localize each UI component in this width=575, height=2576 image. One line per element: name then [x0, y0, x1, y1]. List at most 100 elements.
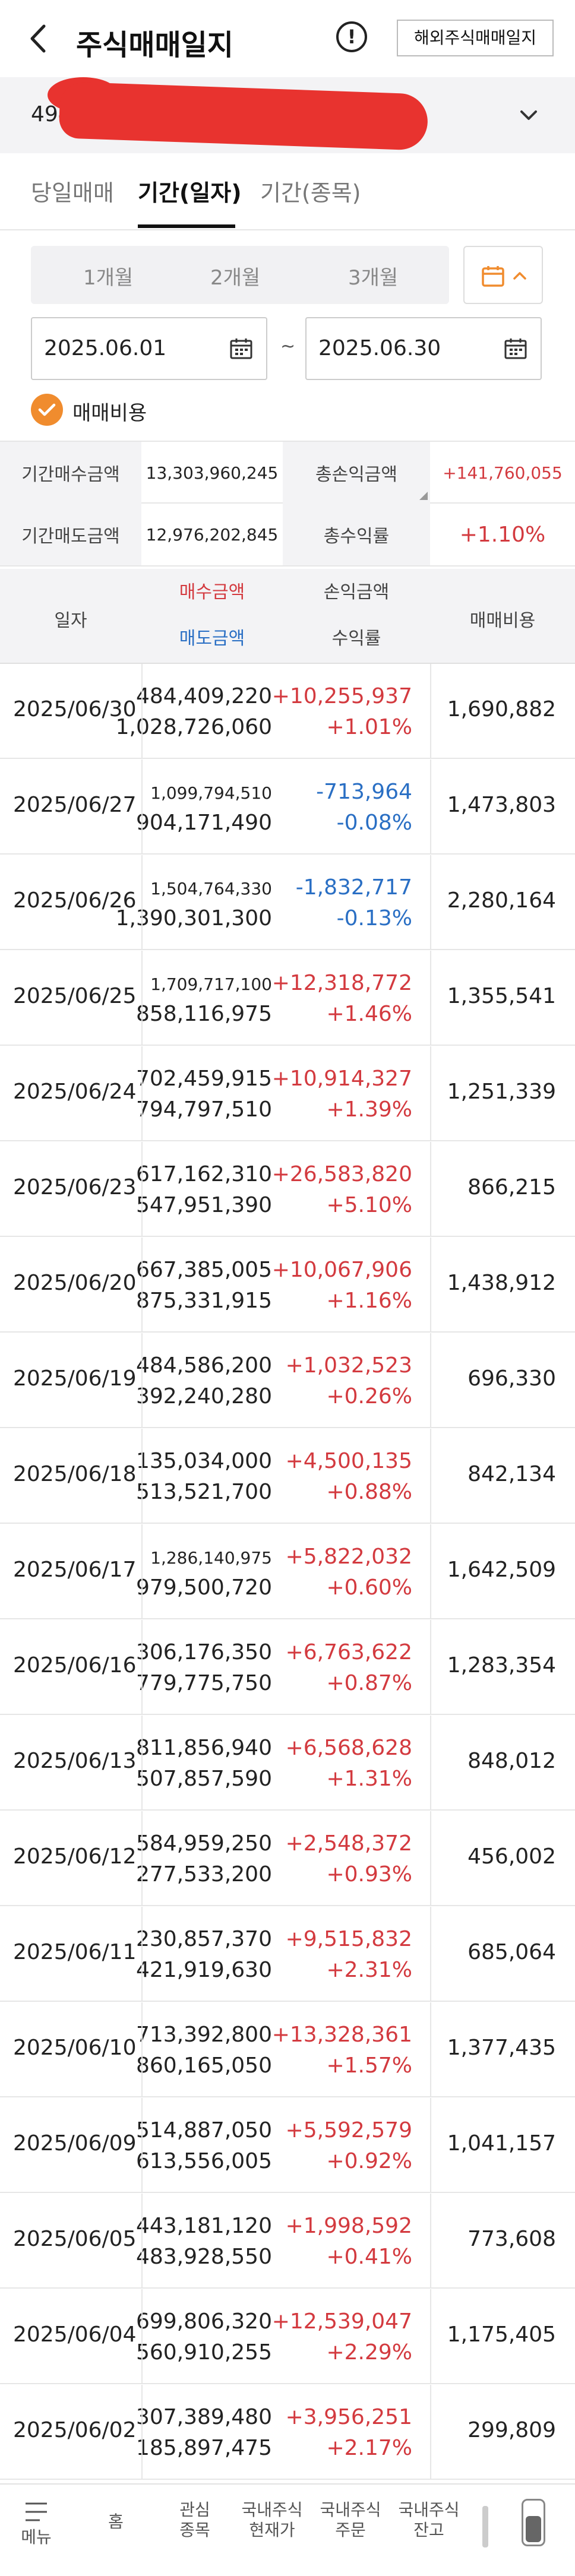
table-row[interactable]: 2025/06/17 1,286,140,975 979,500,720 +5,822… — [0, 1524, 575, 1619]
table-row[interactable]: 2025/06/24 702,459,915 794,797,510 +10,914,… — [0, 1046, 575, 1141]
table-header: 일자 매수금액 매도금액 손익금액 수익률 매매비용 — [0, 569, 575, 664]
column-divider — [430, 664, 431, 758]
row-buy-amount: 811,856,940 — [135, 1736, 272, 1760]
table-row[interactable]: 2025/06/20 667,385,005 875,331,915 +10,067,… — [0, 1238, 575, 1333]
chevron-down-icon[interactable] — [517, 103, 541, 127]
row-date: 2025/06/17 — [13, 1558, 137, 1582]
table-row[interactable]: 2025/06/12 584,959,250 277,533,200 +2,548,3… — [0, 1811, 575, 1906]
row-return-rate: +2.29% — [326, 2340, 412, 2365]
nav-domestic-quote[interactable]: 국내주식 현재가 — [241, 2500, 303, 2540]
column-divider — [141, 1333, 143, 1427]
row-return-rate: +0.87% — [326, 1671, 412, 1695]
calendar-icon — [230, 338, 252, 359]
tab-period-by-date[interactable]: 기간(일자) — [138, 180, 242, 206]
table-row[interactable]: 2025/06/18 135,034,000 513,521,700 +4,500,1… — [0, 1429, 575, 1524]
tab-period-by-stock[interactable]: 기간(종목) — [260, 180, 361, 206]
row-return-rate: +1.01% — [326, 715, 412, 739]
buy-total-value: 13,303,960,245 — [146, 463, 279, 483]
row-profit-loss: +1,032,523 — [285, 1353, 412, 1378]
row-fee: 1,690,882 — [447, 697, 556, 721]
end-date-value: 2025.06.30 — [318, 336, 441, 360]
column-fee: 매매비용 — [469, 610, 536, 631]
column-divider — [141, 664, 143, 758]
row-fee: 1,041,157 — [447, 2131, 556, 2156]
column-divider — [141, 1811, 143, 1905]
row-date: 2025/06/19 — [13, 1366, 137, 1391]
table-row[interactable]: 2025/06/19 484,586,200 392,240,280 +1,032,5… — [0, 1333, 575, 1428]
row-return-rate: -0.08% — [336, 811, 412, 835]
row-sell-amount: 1,028,726,060 — [115, 715, 272, 739]
period-3-months[interactable]: 3개월 — [348, 266, 399, 290]
column-sell: 매도금액 — [179, 628, 245, 649]
row-sell-amount: 483,928,550 — [135, 2245, 272, 2269]
row-sell-amount: 560,910,255 — [135, 2340, 272, 2365]
nav-menu[interactable]: 메뉴 — [15, 2496, 57, 2547]
calendar-toggle-button[interactable] — [463, 246, 543, 304]
column-pl: 손익금액 — [323, 582, 390, 603]
menu-icon — [26, 2502, 47, 2521]
column-divider — [141, 1429, 143, 1523]
column-divider — [430, 855, 431, 949]
overseas-trade-journal-button[interactable]: 해외주식매매일지 — [397, 20, 554, 56]
nav-domestic-balance[interactable]: 국내주식 잔고 — [398, 2500, 460, 2540]
end-date-field[interactable]: 2025.06.30 — [305, 317, 542, 380]
row-date: 2025/06/20 — [13, 1271, 137, 1295]
table-row[interactable]: 2025/06/16 306,176,350 779,775,750 +6,763,6… — [0, 1620, 575, 1715]
period-1-month[interactable]: 1개월 — [83, 266, 134, 290]
column-divider — [430, 1238, 431, 1331]
row-date: 2025/06/18 — [13, 1462, 137, 1486]
fee-checkbox[interactable] — [31, 394, 63, 426]
fee-checkbox-label[interactable]: 매매비용 — [72, 401, 147, 425]
table-row[interactable]: 2025/06/30 484,409,220 1,028,726,060 +10,25… — [0, 664, 575, 759]
info-icon[interactable]: ! — [336, 21, 367, 52]
period-2-months[interactable]: 2개월 — [210, 266, 261, 290]
column-date: 일자 — [54, 610, 87, 631]
back-arrow-icon[interactable] — [24, 18, 53, 59]
nav-home[interactable]: 홈 — [108, 2512, 124, 2531]
row-date: 2025/06/26 — [13, 888, 137, 913]
nav-watchlist[interactable]: 관심 종목 — [179, 2500, 210, 2540]
column-divider — [430, 2002, 431, 2096]
table-row[interactable]: 2025/06/27 1,099,794,510 904,171,490 -713,9… — [0, 759, 575, 855]
row-buy-amount: 1,504,764,330 — [150, 879, 272, 898]
scroll-handle-icon[interactable] — [522, 2499, 545, 2546]
row-buy-amount: 230,857,370 — [135, 1927, 272, 1951]
row-date: 2025/06/16 — [13, 1653, 137, 1678]
row-buy-amount: 484,409,220 — [135, 684, 272, 708]
row-return-rate: +0.41% — [326, 2245, 412, 2269]
row-profit-loss: +2,548,372 — [285, 1831, 412, 1856]
row-fee: 1,642,509 — [447, 1558, 556, 1582]
nav-overflow-hint — [482, 2506, 488, 2547]
table-row[interactable]: 2025/06/05 443,181,120 483,928,550 +1,998,5… — [0, 2194, 575, 2289]
table-row[interactable]: 2025/06/26 1,504,764,330 1,390,301,300 -1,8… — [0, 855, 575, 950]
table-row[interactable]: 2025/06/09 514,887,050 613,556,005 +5,592,5… — [0, 2098, 575, 2193]
nav-domestic-order[interactable]: 국내주식 주문 — [320, 2500, 381, 2540]
table-row[interactable]: 2025/06/11 230,857,370 421,919,630 +9,515,8… — [0, 1907, 575, 2002]
table-row[interactable]: 2025/06/23 617,162,310 547,951,390 +26,583,… — [0, 1142, 575, 1237]
account-selector[interactable]: 494- — [0, 77, 575, 153]
row-return-rate: +1.46% — [326, 1002, 412, 1026]
table-row[interactable]: 2025/06/02 307,389,480 185,897,475 +3,956,2… — [0, 2385, 575, 2480]
table-row[interactable]: 2025/06/04 699,806,320 560,910,255 +12,539,… — [0, 2289, 575, 2384]
column-divider — [430, 1907, 431, 2001]
start-date-value: 2025.06.01 — [44, 336, 167, 360]
row-buy-amount: 1,709,717,100 — [150, 974, 272, 994]
table-row[interactable]: 2025/06/13 811,856,940 507,857,590 +6,568,6… — [0, 1716, 575, 1811]
app-header: 주식매매일지 ! 해외주식매매일지 — [0, 0, 575, 77]
row-return-rate: +1.57% — [326, 2053, 412, 2078]
row-fee: 1,251,339 — [447, 1080, 556, 1104]
row-buy-amount: 713,392,800 — [135, 2023, 272, 2047]
column-divider — [430, 1811, 431, 1905]
table-row[interactable]: 2025/06/25 1,709,717,100 858,116,975 +12,31… — [0, 951, 575, 1046]
row-profit-loss: +10,255,937 — [271, 684, 412, 708]
column-divider — [141, 1142, 143, 1236]
table-row[interactable]: 2025/06/10 713,392,800 860,165,050 +13,328,… — [0, 2002, 575, 2097]
row-return-rate: +5.10% — [326, 1193, 412, 1217]
chevron-up-icon — [513, 272, 526, 280]
tab-same-day[interactable]: 당일매매 — [31, 180, 114, 206]
summary-row-sell: 기간매도금액 12,976,202,845 총수익률 +1.10% — [0, 504, 575, 567]
row-sell-amount: 392,240,280 — [135, 1384, 272, 1409]
start-date-field[interactable]: 2025.06.01 — [31, 317, 267, 380]
row-fee: 1,377,435 — [447, 2036, 556, 2060]
column-divider — [141, 2002, 143, 2096]
